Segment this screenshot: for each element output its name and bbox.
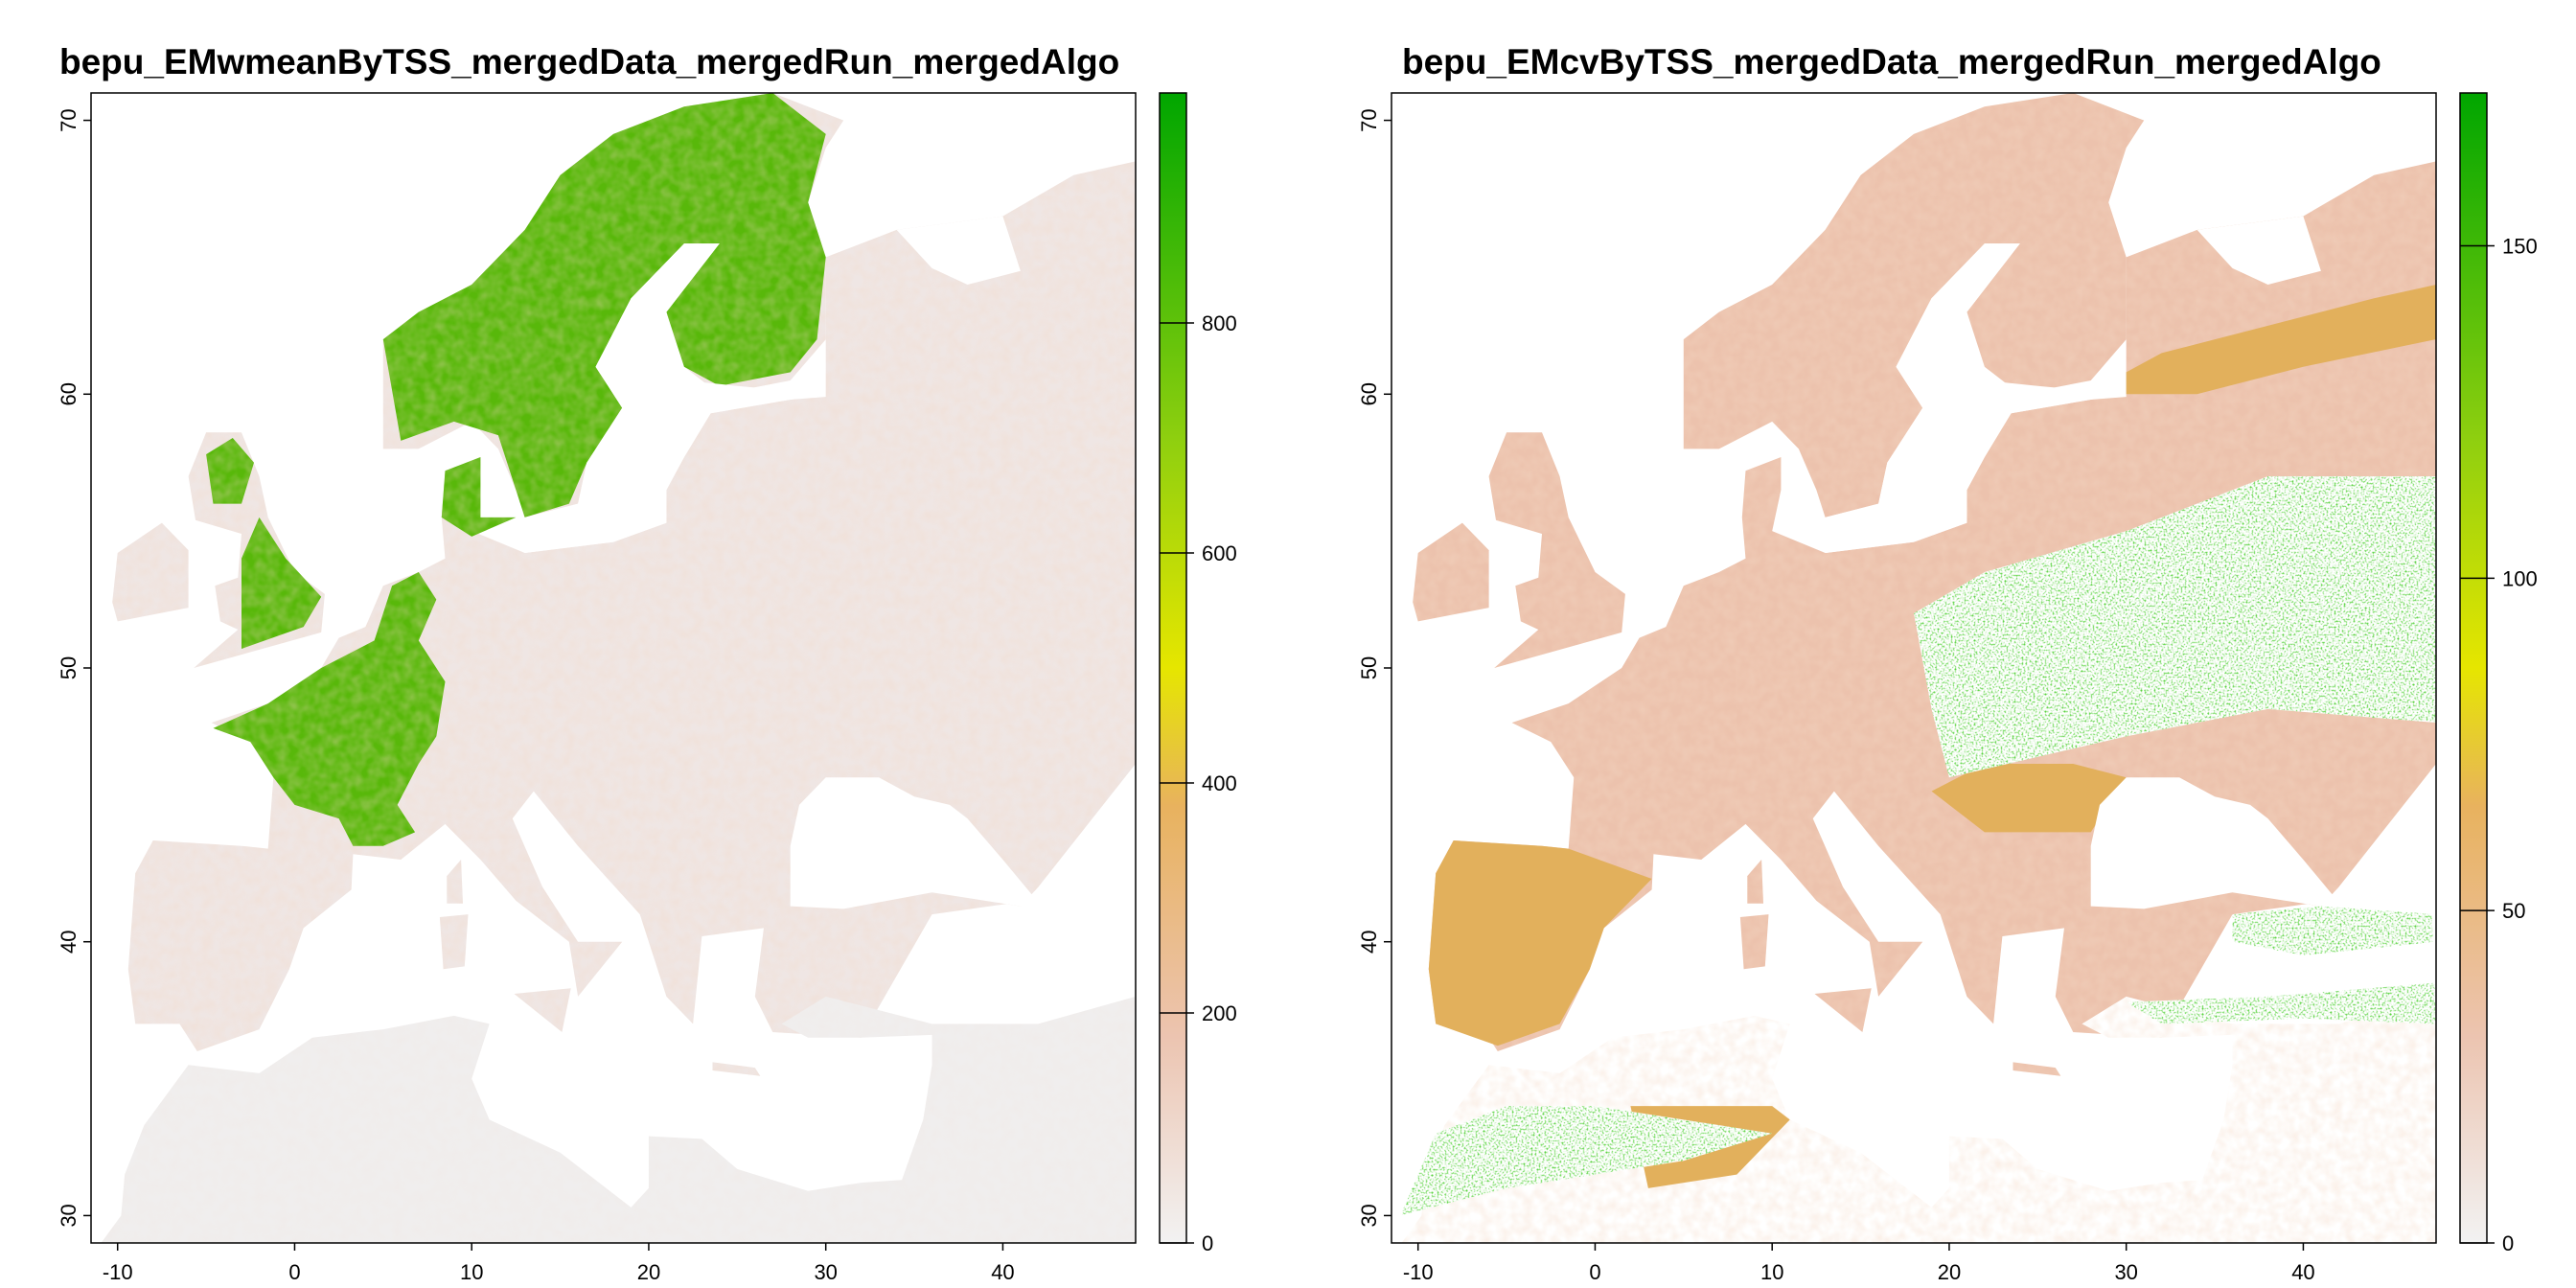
y-tick-label: 30 (57, 1204, 80, 1227)
y-tick-label: 70 (57, 108, 80, 131)
scale-tick-label: 100 (2502, 566, 2538, 590)
sea-caspian (1123, 764, 1136, 1024)
mid-value-region (1428, 840, 1652, 1046)
chart-title: bepu_EMwmeanByTSS_mergedData_mergedRun_m… (59, 42, 1119, 81)
panel-cv: bepu_EMcvByTSS_mergedData_mergedRun_merg… (1357, 42, 2538, 1284)
x-tick-label: 40 (991, 1260, 1014, 1284)
x-tick-label: 20 (637, 1260, 660, 1284)
x-tick-label: 0 (1589, 1260, 1600, 1284)
y-tick-label: 40 (1357, 930, 1381, 953)
y-tick-label: 70 (1357, 108, 1381, 131)
x-tick-label: 10 (1760, 1260, 1783, 1284)
scale-tick-label: 50 (2502, 899, 2525, 923)
sea-whitesea (896, 216, 1021, 285)
sea-caspian (2424, 764, 2436, 1024)
sea-baltic (524, 243, 826, 553)
scale-tick-label: 400 (1202, 771, 1237, 795)
panel-wmean: bepu_EMwmeanByTSS_mergedData_mergedRun_m… (57, 42, 1237, 1284)
x-tick-label: 40 (2291, 1260, 2314, 1284)
x-tick-label: 30 (814, 1260, 837, 1284)
x-tick-label: 30 (2114, 1260, 2137, 1284)
sea-black (790, 777, 1035, 909)
x-tick-label: 10 (460, 1260, 483, 1284)
y-tick-label: 30 (1357, 1204, 1381, 1227)
color-scale-bar (2459, 92, 2488, 1244)
x-tick-label: 0 (288, 1260, 300, 1284)
color-scale-bar (1159, 92, 1187, 1244)
x-tick-label: 20 (1938, 1260, 1961, 1284)
scale-tick-label: 150 (2502, 235, 2538, 259)
scale-tick-label: 800 (1202, 311, 1237, 335)
y-tick-label: 60 (1357, 382, 1381, 405)
x-tick-label: -10 (1403, 1260, 1434, 1284)
map-raster (91, 93, 1136, 1243)
scale-tick-label: 0 (2502, 1231, 2514, 1255)
sea-black (2090, 777, 2335, 909)
y-tick-label: 60 (57, 382, 80, 405)
chart-title: bepu_EMcvByTSS_mergedData_mergedRun_merg… (1402, 42, 2381, 81)
map-raster (1392, 93, 2436, 1243)
scale-tick-label: 200 (1202, 1001, 1237, 1025)
y-tick-label: 50 (1357, 656, 1381, 679)
sea-whitesea (2196, 216, 2321, 285)
mid-value-region (2126, 285, 2436, 395)
x-tick-label: -10 (103, 1260, 133, 1284)
y-tick-label: 40 (57, 930, 80, 953)
sea-baltic (1825, 243, 2127, 553)
scale-tick-label: 600 (1202, 541, 1237, 565)
scale-tick-label: 0 (1202, 1231, 1213, 1255)
mid-value-region (1931, 764, 2127, 833)
y-tick-label: 50 (57, 656, 80, 679)
